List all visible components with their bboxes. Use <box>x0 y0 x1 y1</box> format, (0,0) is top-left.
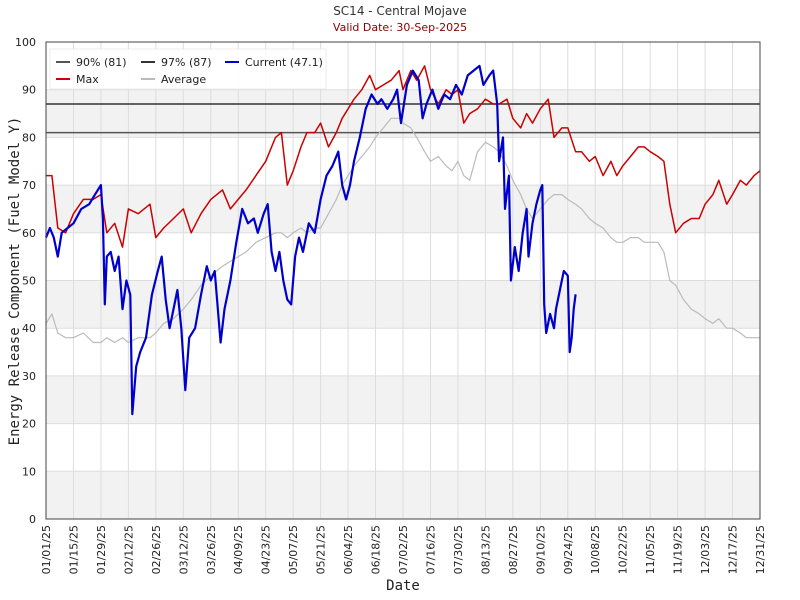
x-tick-label: 03/12/25 <box>177 525 190 574</box>
y-tick-label: 90 <box>22 84 36 97</box>
x-tick-label: 05/21/25 <box>315 525 328 574</box>
x-tick-label: 09/10/25 <box>534 525 547 574</box>
y-tick-label: 60 <box>22 227 36 240</box>
legend: 90% (81) 97% (87) Current (47.1) Max Ave… <box>49 48 327 90</box>
legend-label-97: 97% (87) <box>161 56 212 69</box>
chart-subtitle: Valid Date: 30-Sep-2025 <box>333 21 467 34</box>
x-tick-label: 07/02/25 <box>397 525 410 574</box>
plot-frame <box>45 41 761 520</box>
x-tick-label: 10/08/25 <box>589 525 602 574</box>
y-tick-label: 40 <box>22 322 36 335</box>
legend-label-max: Max <box>76 73 99 86</box>
legend-label-90: 90% (81) <box>76 56 127 69</box>
x-tick-label: 07/16/25 <box>424 525 437 574</box>
x-tick-label: 01/01/25 <box>40 525 53 574</box>
x-tick-label: 07/30/25 <box>452 525 465 574</box>
x-tick-label: 09/24/25 <box>562 525 575 574</box>
x-tick-label: 04/23/25 <box>260 525 273 574</box>
x-tick-label: 03/26/25 <box>205 525 218 574</box>
y-tick-label: 50 <box>22 275 36 288</box>
x-tick-label: 02/26/25 <box>150 525 163 574</box>
y-tick-label: 100 <box>15 36 36 49</box>
y-tick-label: 30 <box>22 370 36 383</box>
x-tick-label: 11/05/25 <box>644 525 657 574</box>
y-tick-label: 80 <box>22 131 36 144</box>
legend-box <box>49 48 327 90</box>
x-tick-label: 05/07/25 <box>287 525 300 574</box>
x-axis-label: Date <box>386 578 420 594</box>
series-line-current <box>44 64 577 416</box>
series-lines <box>44 64 761 416</box>
y-tick-labels: 0 10 20 30 40 50 60 70 80 90 100 <box>15 36 36 526</box>
y-tick-label: 20 <box>22 418 36 431</box>
x-tick-label: 02/12/25 <box>122 525 135 574</box>
x-tick-label: 01/29/25 <box>95 525 108 574</box>
chart-title: SC14 - Central Mojave <box>333 4 467 18</box>
x-tick-label: 12/17/25 <box>727 525 740 574</box>
series-line-max <box>46 65 761 248</box>
series-line-average <box>45 117 760 344</box>
x-tick-label: 01/15/25 <box>67 525 80 574</box>
x-tick-label: 11/19/25 <box>672 525 685 574</box>
x-tick-label: 12/03/25 <box>699 525 712 574</box>
x-tick-labels: 01/01/25 01/15/25 01/29/25 02/12/25 02/26/25… <box>40 525 767 574</box>
x-tick-label: 08/13/25 <box>479 525 492 574</box>
legend-label-current: Current (47.1) <box>245 56 323 69</box>
legend-label-average: Average <box>161 73 206 86</box>
y-tick-label: 10 <box>22 465 36 478</box>
x-tick-label: 04/09/25 <box>232 525 245 574</box>
x-tick-label: 12/31/25 <box>754 525 767 574</box>
x-tick-label: 10/22/25 <box>617 525 630 574</box>
y-tick-label: 0 <box>29 513 36 526</box>
y-tick-label: 70 <box>22 179 36 192</box>
x-tick-label: 06/04/25 <box>342 525 355 574</box>
x-tick-label: 08/27/25 <box>507 525 520 574</box>
y-axis-label: Energy Release Component (Fuel Model Y) <box>7 117 23 446</box>
x-tick-label: 06/18/25 <box>370 525 383 574</box>
